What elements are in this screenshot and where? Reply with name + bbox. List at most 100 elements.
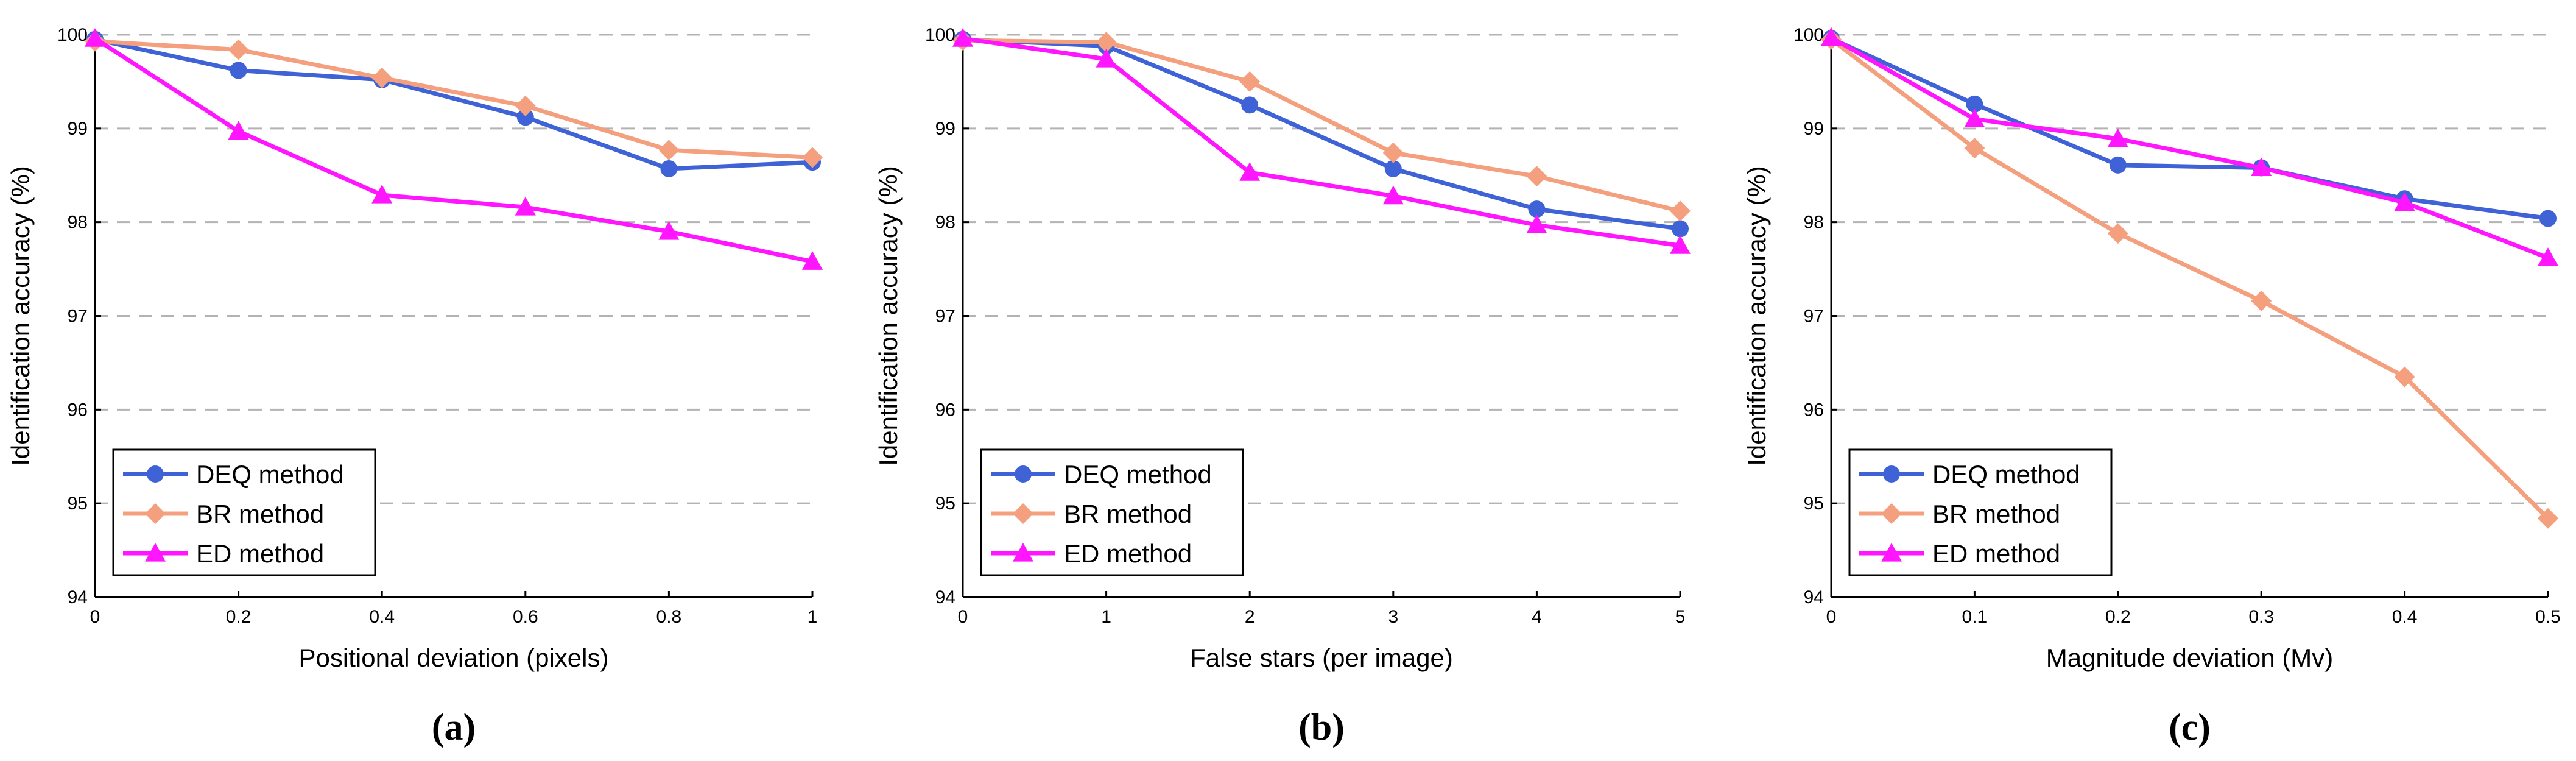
data-point — [1966, 95, 1983, 113]
data-point — [1672, 220, 1689, 238]
x-tick-label: 0.5 — [2535, 607, 2561, 627]
y-tick-label: 96 — [935, 400, 955, 420]
y-tick-label: 98 — [68, 213, 88, 233]
data-point — [658, 221, 680, 240]
series-br — [85, 30, 823, 168]
data-point — [371, 67, 393, 88]
series-line — [94, 39, 813, 160]
series-line — [1829, 37, 2550, 520]
panel-label: (c) — [2169, 707, 2211, 748]
series-br — [952, 30, 1691, 222]
series-ed — [85, 28, 823, 270]
panel-c: 94 95 96 97 98 99 100 0 0.1 0.2 0.3 0.4 0.5 Magnitude… — [1742, 25, 2561, 748]
y-tick-label: 95 — [935, 494, 955, 514]
y-tick-label: 99 — [68, 119, 88, 139]
data-point — [1821, 27, 1842, 46]
data-point — [2251, 290, 2272, 311]
y-tick-label: 96 — [68, 400, 88, 420]
data-point — [1096, 48, 1117, 68]
data-point — [1526, 214, 1547, 233]
legend-marker — [1015, 465, 1032, 483]
data-point — [1526, 166, 1547, 187]
data-point — [516, 108, 534, 126]
data-point — [802, 147, 823, 168]
data-point — [660, 160, 678, 177]
legend-marker — [1883, 465, 1900, 483]
x-tick-label: 2 — [1245, 607, 1255, 627]
series-ed — [1821, 27, 2558, 266]
data-point — [2107, 128, 2128, 147]
y-tick-label: 96 — [1804, 400, 1824, 420]
series-line — [962, 36, 1681, 248]
legend-marker — [1881, 543, 1902, 562]
legend-label: BR method — [196, 500, 324, 528]
data-point — [1239, 71, 1261, 92]
legend-label: ED method — [1932, 539, 2060, 568]
legend-item-ed: ED method — [123, 539, 324, 568]
x-tick-label: 0.3 — [2248, 607, 2274, 627]
x-axis-label: Magnitude deviation (Mv) — [2046, 643, 2334, 672]
y-tick-label: 98 — [1804, 213, 1824, 233]
data-point — [2538, 508, 2558, 529]
panel-label: (b) — [1298, 707, 1345, 748]
data-point — [2539, 210, 2557, 227]
x-tick-label: 0.2 — [2105, 607, 2131, 627]
x-tick-label: 0.6 — [513, 607, 538, 627]
y-tick-label: 94 — [935, 587, 955, 607]
y-tick-label: 99 — [1804, 119, 1824, 139]
data-point — [802, 251, 823, 270]
legend-item-ed: ED method — [991, 539, 1192, 568]
series-deq — [954, 30, 1689, 238]
data-point — [2107, 223, 2128, 244]
x-tick-label: 0.2 — [226, 607, 252, 627]
x-tick-label: 5 — [1675, 607, 1686, 627]
y-tick-label: 100 — [925, 25, 955, 45]
data-point — [1239, 162, 1261, 181]
data-point — [1964, 108, 1985, 128]
y-tick-label: 98 — [935, 213, 955, 233]
y-tick-label: 97 — [935, 306, 955, 327]
series-line — [94, 37, 813, 264]
y-axis-label: Identification accuracy (%) — [874, 166, 903, 466]
legend-item-br: BR method — [991, 500, 1192, 528]
legend-item-br: BR method — [1859, 500, 2060, 528]
legend: DEQ method BR method ED method — [1848, 448, 2113, 576]
series-ed — [952, 28, 1691, 254]
legend-label: ED method — [196, 539, 324, 568]
x-axis-label: False stars (per image) — [1190, 643, 1453, 672]
legend-label: DEQ method — [1064, 460, 1212, 489]
legend-label: ED method — [1064, 539, 1192, 568]
x-tick-label: 1 — [1101, 607, 1111, 627]
x-tick-label: 0 — [1826, 607, 1837, 627]
data-point — [1241, 96, 1259, 114]
data-point — [1964, 138, 1985, 159]
legend-item-ed: ED method — [1859, 539, 2060, 568]
y-tick-label: 95 — [68, 494, 88, 514]
x-tick-label: 0 — [958, 607, 968, 627]
data-point — [1384, 160, 1402, 177]
data-point — [2538, 247, 2558, 266]
data-point — [2394, 192, 2415, 211]
y-tick-label: 94 — [68, 587, 88, 607]
x-tick-label: 0.8 — [656, 607, 682, 627]
data-point — [1096, 32, 1117, 53]
y-tick-label: 100 — [57, 25, 88, 45]
series-line — [962, 37, 1681, 231]
legend-item-deq: DEQ method — [123, 460, 344, 489]
legend-marker — [1013, 503, 1033, 524]
legend-label: BR method — [1932, 500, 2060, 528]
data-point — [1528, 200, 1546, 218]
y-tick-label: 97 — [1804, 306, 1824, 327]
data-point — [515, 95, 536, 116]
x-tick-label: 0 — [90, 607, 100, 627]
y-tick-label: 97 — [68, 306, 88, 327]
data-point — [658, 140, 680, 161]
legend-marker — [1881, 503, 1902, 524]
y-tick-label: 94 — [1804, 587, 1824, 607]
y-axis-label: Identification accuracy (%) — [6, 166, 35, 466]
legend: DEQ method BR method ED method — [980, 448, 1244, 576]
legend-marker — [147, 465, 164, 483]
data-point — [1382, 185, 1404, 205]
x-axis-label: Positional deviation (pixels) — [299, 643, 609, 672]
